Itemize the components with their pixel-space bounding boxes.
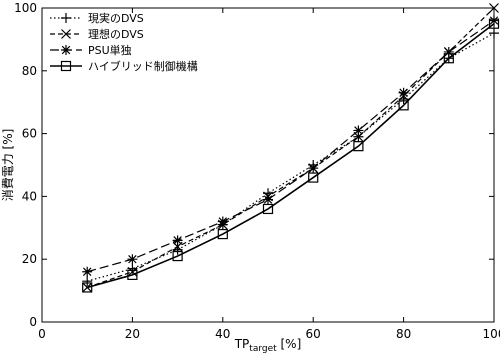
square-marker — [443, 53, 454, 64]
series-4 — [82, 18, 500, 293]
asterisk-marker — [353, 125, 364, 136]
square-marker — [127, 269, 138, 280]
asterisk-marker — [489, 15, 499, 26]
x-marker — [127, 266, 138, 277]
series-line — [87, 20, 495, 273]
y-tick-label: 60 — [22, 127, 37, 141]
x-tick-label: 40 — [215, 327, 230, 341]
x-marker — [61, 29, 71, 39]
square-marker — [60, 60, 72, 72]
axis-ticks: 0 20 40 60 80 100 0 20 40 60 80 100 — [14, 1, 500, 341]
y-axis-title: 消費電力 [%] — [0, 129, 15, 202]
legend-item: 現実のDVS — [50, 11, 144, 25]
x-axis-title-main: TP — [234, 337, 250, 351]
asterisk-marker — [398, 87, 409, 98]
x-axis-title: TPtarget [%] — [234, 337, 302, 354]
asterisk-marker — [127, 254, 138, 265]
x-tick-label: 80 — [396, 327, 411, 341]
asterisk-marker — [82, 266, 93, 277]
square-marker — [488, 18, 500, 29]
x-tick-label: 60 — [306, 327, 321, 341]
plus-marker — [489, 28, 499, 39]
square-marker — [172, 250, 183, 262]
square-marker — [353, 141, 364, 152]
plus-marker — [61, 13, 71, 23]
y-tick-label: 20 — [22, 252, 37, 266]
x-tick-label: 20 — [125, 327, 140, 341]
legend-label: 現実のDVS — [88, 11, 144, 25]
legend-label: 理想のDVS — [88, 27, 144, 41]
series-line — [86, 23, 495, 289]
asterisk-marker — [263, 194, 273, 205]
legend-item: ハイブリッド制御機構 — [50, 59, 198, 73]
asterisk-marker — [172, 235, 183, 246]
y-tick-label: 0 — [29, 315, 37, 329]
square-marker — [217, 228, 228, 240]
series-layer — [82, 3, 500, 293]
plot-frame — [41, 7, 495, 323]
asterisk-marker — [61, 45, 71, 55]
y-tick-label: 100 — [14, 1, 37, 15]
asterisk-marker — [217, 216, 228, 227]
x-tick-label: 0 — [38, 327, 46, 341]
x-tick-label: 100 — [483, 327, 500, 341]
legend-item: PSU単独 — [50, 43, 132, 57]
square-marker — [262, 203, 274, 215]
legend-label: ハイブリッド制御機構 — [88, 59, 198, 73]
asterisk-marker — [308, 163, 319, 174]
series-line — [87, 7, 495, 289]
y-tick-label: 80 — [22, 64, 37, 78]
series-3 — [82, 15, 499, 277]
square-marker — [308, 172, 319, 183]
square-marker — [82, 282, 93, 293]
square-marker — [398, 100, 409, 111]
x-marker — [489, 3, 499, 13]
plus-marker — [82, 276, 93, 287]
x-axis-title-suffix: [%] — [277, 337, 302, 351]
series-line — [87, 32, 495, 282]
asterisk-marker — [443, 46, 454, 57]
legend-label: PSU単独 — [88, 43, 132, 57]
y-tick-label: 40 — [22, 189, 37, 203]
legend-item: 理想のDVS — [50, 27, 144, 41]
series-2 — [82, 3, 499, 293]
x-axis-title-subscript: target — [249, 344, 277, 354]
